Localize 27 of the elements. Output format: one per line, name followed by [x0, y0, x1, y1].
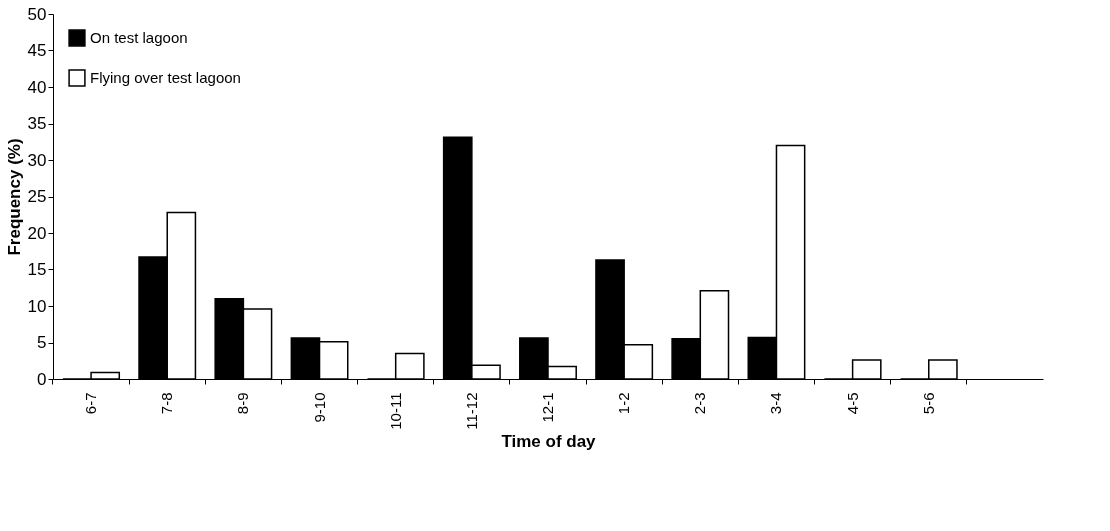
- x-tick-label: 10-11: [386, 392, 404, 430]
- y-tick-label: 35: [27, 114, 47, 133]
- x-tick-label: 12-1: [539, 392, 556, 423]
- y-tick-label: 50: [27, 4, 47, 24]
- x-tick-label: 6-7: [82, 392, 100, 415]
- y-tick-label: 0: [37, 369, 47, 389]
- x-tick-label: 5-6: [919, 392, 937, 415]
- x-tick-label: 9-10: [310, 392, 328, 423]
- y-tick-label: 40: [27, 77, 47, 97]
- y-tick-label: 30: [27, 150, 47, 170]
- y-tick-label: 15: [27, 260, 47, 279]
- legend-label: On test lagoon: [90, 29, 188, 46]
- x-tick-label: 4-5: [843, 392, 861, 415]
- y-tick-label: 45: [27, 41, 47, 60]
- y-axis-title: Frequency (%): [4, 138, 24, 256]
- legend-label: Flying over test lagoon: [90, 69, 241, 86]
- y-tick-label: 10: [27, 296, 47, 316]
- x-tick-label: 1-2: [615, 392, 633, 415]
- y-tick-label: 25: [27, 187, 47, 206]
- x-tick-label: 8-9: [234, 392, 252, 415]
- y-tick-label: 5: [37, 333, 47, 352]
- x-tick-label: 3-4: [767, 392, 785, 415]
- x-axis-title: Time of day: [501, 431, 597, 451]
- x-tick-label: 7-8: [158, 392, 176, 415]
- x-tick-label: 2-3: [691, 392, 709, 415]
- y-tick-label: 20: [27, 223, 47, 243]
- x-tick-label: 11-12: [462, 392, 480, 430]
